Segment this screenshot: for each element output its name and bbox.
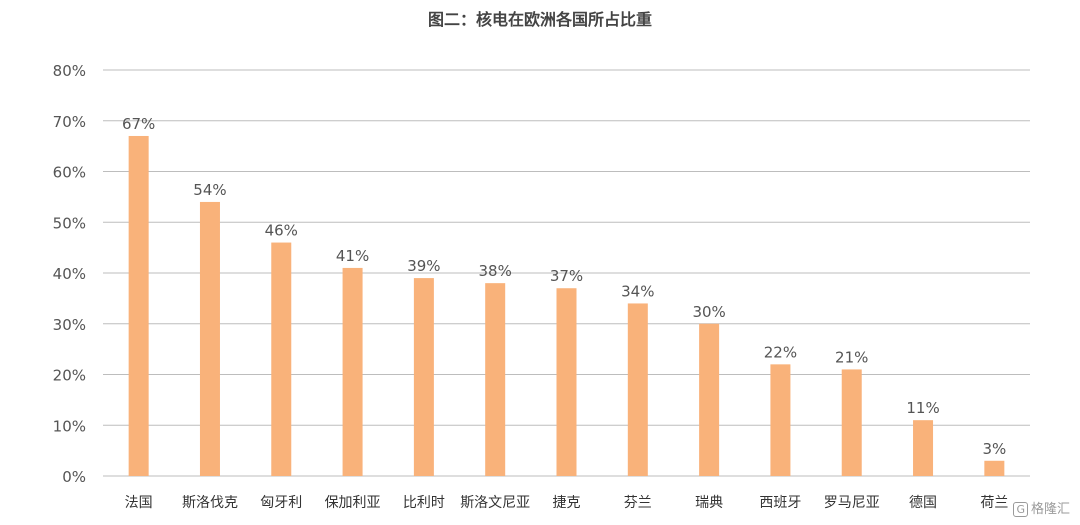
y-axis-ticks: 0% 10% 20% 30% 40% 50% 60% 70% 80%: [53, 62, 86, 486]
data-label: 21%: [835, 348, 868, 366]
watermark: G 格隆汇: [1013, 498, 1070, 517]
watermark-logo-icon: G: [1013, 502, 1028, 517]
bar: [984, 460, 1005, 476]
data-label: 54%: [193, 181, 226, 199]
data-label: 11%: [906, 399, 939, 417]
bar: [556, 288, 577, 476]
data-label: 39%: [407, 257, 440, 275]
x-category-label: 罗马尼亚: [824, 495, 880, 511]
bars: [128, 135, 1005, 476]
bar: [770, 364, 791, 476]
x-category-label: 荷兰: [980, 495, 1008, 511]
y-tick-label: 40%: [53, 265, 86, 283]
x-category-label: 斯洛伐克: [182, 495, 238, 511]
data-label: 46%: [265, 222, 298, 240]
bar: [699, 323, 720, 476]
y-tick-label: 30%: [53, 316, 86, 334]
x-category-label: 西班牙: [759, 495, 801, 511]
data-label: 41%: [336, 247, 369, 265]
x-category-label: 捷克: [553, 495, 581, 511]
x-category-label: 法国: [125, 495, 153, 511]
data-labels: 67% 54% 46% 41% 39% 38% 37% 34% 30% 22% 21% 11% 3%: [122, 115, 1006, 458]
x-category-label: 芬兰: [624, 495, 652, 511]
x-category-label: 瑞典: [695, 495, 723, 511]
bar: [913, 420, 934, 476]
data-label: 67%: [122, 115, 155, 133]
x-axis-categories: 法国 斯洛伐克 匈牙利 保加利亚 比利时 斯洛文尼亚 捷克 芬兰 瑞典 西班牙 罗马尼亚 德国 荷兰: [125, 495, 1009, 511]
y-tick-label: 70%: [53, 113, 86, 131]
x-category-label: 比利时: [403, 495, 445, 511]
y-tick-label: 60%: [53, 164, 86, 182]
chart-title: 图二：核电在欧洲各国所占比重: [428, 10, 652, 29]
data-label: 30%: [692, 303, 725, 321]
data-label: 3%: [982, 440, 1006, 458]
y-tick-label: 20%: [53, 367, 86, 385]
data-label: 22%: [764, 343, 797, 361]
data-label: 38%: [479, 262, 512, 280]
bar: [413, 278, 434, 476]
y-tick-label: 0%: [62, 468, 86, 486]
y-tick-label: 10%: [53, 417, 86, 435]
bar: [271, 242, 292, 476]
bar: [199, 201, 220, 476]
bar: [627, 303, 648, 476]
x-category-label: 保加利亚: [325, 495, 381, 511]
gridlines: [103, 69, 1030, 477]
y-tick-label: 50%: [53, 214, 86, 232]
y-tick-label: 80%: [53, 62, 86, 80]
watermark-text: 格隆汇: [1030, 502, 1070, 517]
data-label: 37%: [550, 267, 583, 285]
bar: [841, 369, 862, 476]
x-category-label: 斯洛文尼亚: [460, 495, 530, 511]
bar: [128, 135, 149, 476]
x-category-label: 德国: [909, 495, 937, 511]
bar: [342, 267, 363, 476]
bar: [485, 283, 506, 476]
x-category-label: 匈牙利: [260, 495, 302, 511]
data-label: 34%: [621, 282, 654, 300]
